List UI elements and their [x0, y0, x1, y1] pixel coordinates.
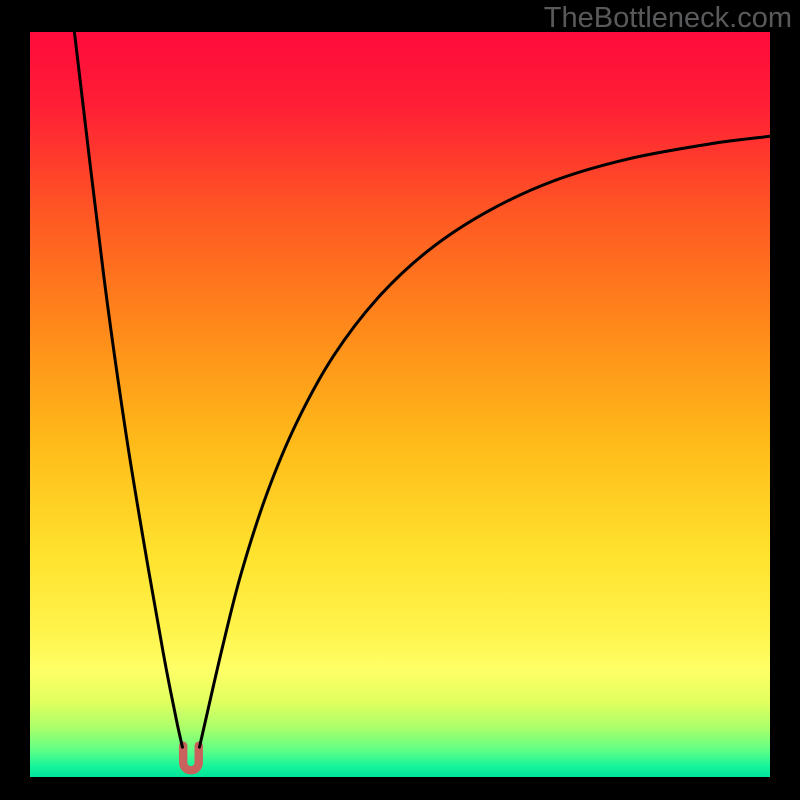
watermark-text: TheBottleneck.com	[544, 2, 792, 35]
chart-svg	[30, 32, 770, 777]
plot-area	[30, 32, 770, 777]
gradient-background	[30, 32, 770, 777]
figure-root: TheBottleneck.com	[0, 0, 800, 800]
